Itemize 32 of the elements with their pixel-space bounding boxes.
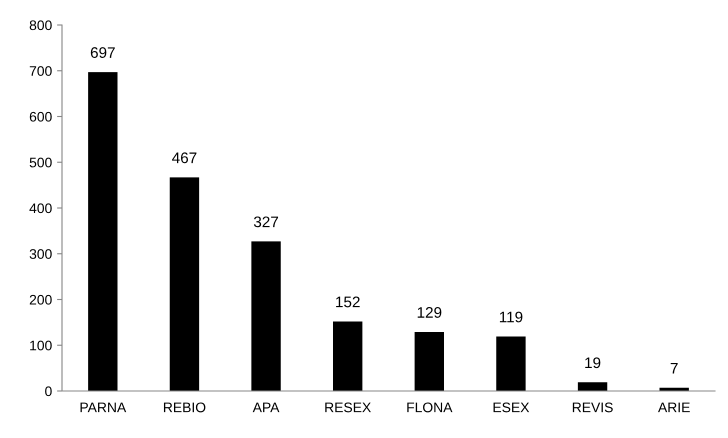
data-label: 697 [90, 47, 115, 58]
data-label: 327 [254, 216, 278, 228]
data-label: 467 [172, 152, 196, 164]
x-tick-label: REBIO [164, 402, 206, 412]
data-label: 119 [500, 312, 522, 322]
y-tick-label: 0 [45, 386, 52, 396]
y-tick-label: 100 [30, 340, 52, 350]
data-label: 152 [336, 296, 360, 308]
x-tick-label: APA [252, 402, 280, 412]
y-tick-label: 800 [30, 20, 52, 30]
y-tick-label: 600 [30, 112, 52, 122]
bar [251, 241, 281, 391]
x-tick-label: PARNA [80, 402, 126, 412]
data-label: 7 [670, 363, 678, 374]
y-tick-label: 300 [30, 249, 52, 259]
bar [414, 332, 444, 391]
bar [170, 177, 200, 391]
x-tick-label: RESEX [325, 402, 371, 412]
x-tick-label: REVIS [572, 402, 613, 412]
data-label: 19 [585, 357, 600, 368]
y-tick-label: 500 [30, 158, 52, 168]
x-tick-label: FLONA [407, 402, 452, 412]
data-label: 129 [418, 307, 442, 318]
y-tick-label: 200 [30, 294, 52, 305]
bar [578, 382, 608, 391]
bar [88, 72, 118, 391]
x-tick-label: ARIE [658, 402, 690, 412]
y-tick-label: 700 [30, 66, 52, 76]
bar [332, 321, 362, 391]
y-tick-label: 400 [29, 203, 52, 214]
bar [496, 336, 526, 391]
x-tick-label: ESEX [494, 402, 530, 412]
